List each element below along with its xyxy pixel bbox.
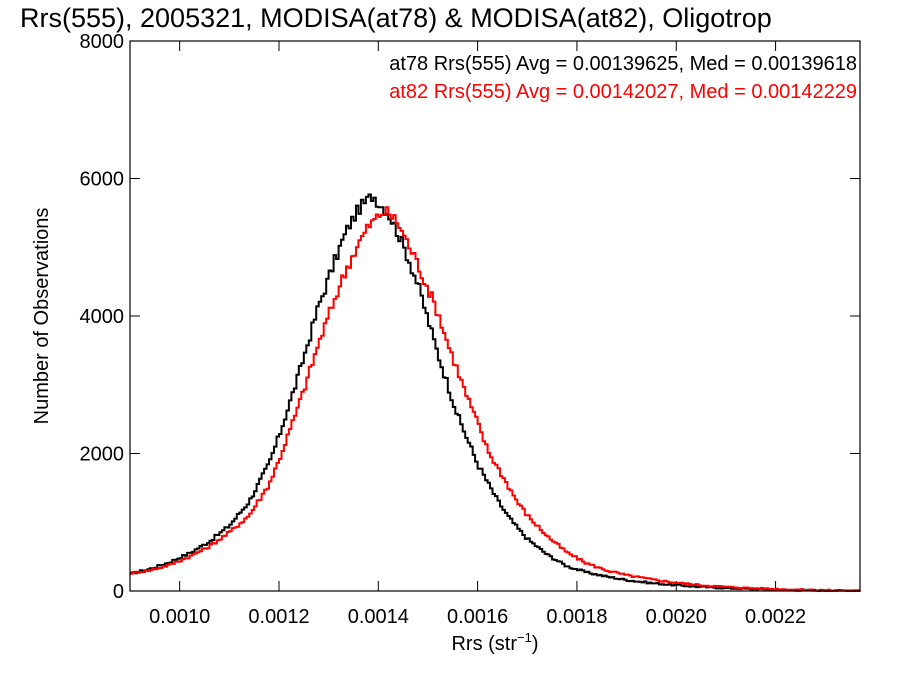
y-tick-label: 2000 [80,444,125,466]
x-tick-label: 0.0022 [745,606,806,628]
x-axis-label-superscript: −1 [517,630,532,645]
legend-entry-at78: at78 Rrs(555) Avg = 0.00139625, Med = 0.… [389,53,857,75]
x-axis-label: Rrs (str−1) [451,630,538,655]
x-tick-label: 0.0014 [348,606,409,628]
x-tick-label: 0.0012 [248,606,309,628]
series-layer [130,193,861,592]
y-tick-label: 4000 [80,306,125,328]
x-tick-label: 0.0010 [149,606,210,628]
chart-title: Rrs(555), 2005321, MODISA(at78) & MODISA… [20,3,772,33]
series-at82-line [130,206,861,592]
y-tick-label: 6000 [80,169,125,191]
x-tick-label: 0.0016 [447,606,508,628]
y-tick-label: 8000 [80,31,125,53]
legend-entry-at82: at82 Rrs(555) Avg = 0.00142027, Med = 0.… [389,81,857,103]
y-axis: 0 2000 4000 6000 8000 [80,31,860,603]
x-axis: 0.0010 0.0012 0.0014 0.0016 0.0018 0.0020 0.00… [149,41,806,628]
y-tick-label: 0 [113,581,124,603]
x-axis-label-close: ) [532,633,539,655]
series-at78-line [130,193,860,592]
plot-frame [129,40,861,592]
x-tick-label: 0.0018 [546,606,607,628]
y-axis-label: Number of Observations [31,208,53,425]
x-tick-label: 0.0020 [646,606,707,628]
x-axis-label-main: Rrs (str [451,633,517,655]
